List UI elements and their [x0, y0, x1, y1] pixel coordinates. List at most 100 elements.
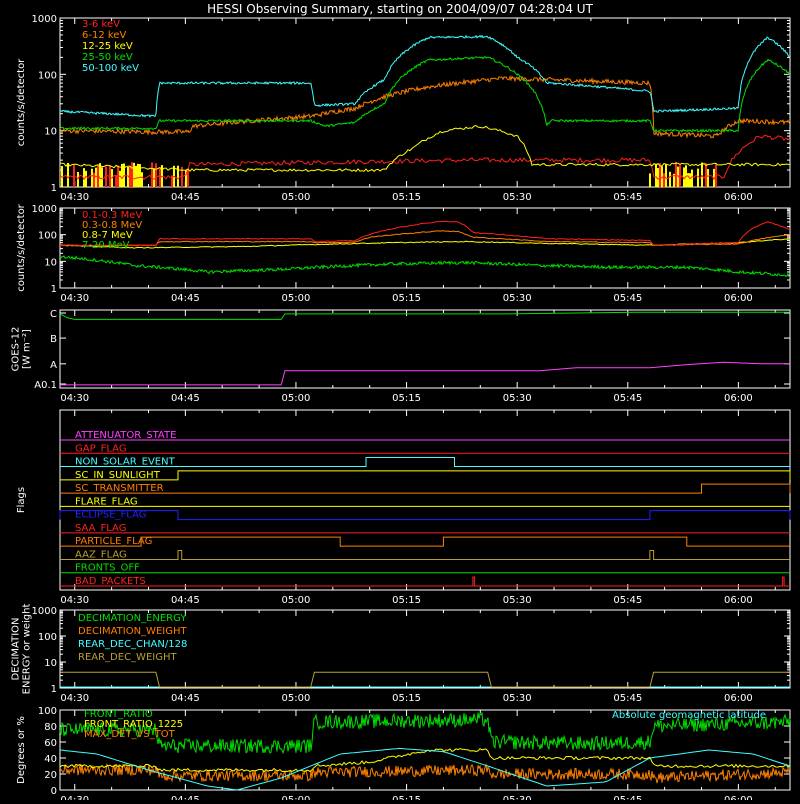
y-axis-5: 1 10 100 1000	[32, 606, 790, 695]
y-tick-label: 20	[44, 770, 57, 781]
x-tick-label: 06:00	[724, 192, 753, 203]
flag-line	[59, 510, 791, 521]
x-tick-label: 06:00	[724, 693, 753, 704]
legend-entry: 6-12 keV	[82, 30, 126, 41]
x-tick-label: 04:45	[171, 693, 200, 704]
y-tick-label: 10	[44, 658, 57, 669]
y-axis-label-4: Flags	[16, 487, 27, 513]
x-tick-label: 05:45	[613, 693, 642, 704]
x-tick-label: 04:30	[60, 393, 89, 404]
y-tick-label: 1	[51, 183, 57, 194]
x-tick-label: 05:00	[282, 595, 311, 606]
series-line-25-50-kev	[59, 55, 791, 133]
y-axis-label-6: Degrees or %	[16, 716, 27, 784]
x-tick-label: 04:45	[171, 595, 200, 606]
y-axis-label-2: counts/s/detector	[16, 203, 27, 291]
flag-label: ECLIPSE_FLAG	[75, 510, 146, 521]
y-tick-label: 1000	[32, 204, 57, 215]
goes-series-line	[60, 361, 790, 386]
flag-label: AAZ_FLAG	[75, 549, 127, 560]
series-line-6-12-kev	[59, 75, 791, 139]
flag-label: GAP_FLAG	[75, 443, 127, 454]
y-tick-label: B	[50, 334, 57, 345]
legend-entry: REAR_DEC_WEIGHT	[78, 652, 177, 663]
flag-line	[60, 576, 790, 587]
y-axis-label-3: GOES-12	[11, 327, 22, 372]
y-tick-label: 100	[38, 706, 57, 717]
flag-line	[60, 457, 790, 468]
x-tick-label: 05:30	[503, 795, 532, 800]
x-tick-label: 05:00	[282, 293, 311, 304]
x-tick-label: 06:00	[724, 595, 753, 606]
y-tick-label: 1	[51, 284, 57, 295]
y-axis-6: 0 20 40 60 80 100	[38, 706, 790, 797]
x-tick-label: 04:30	[60, 693, 89, 704]
y-tick-label: 1000	[32, 606, 57, 617]
x-tick-label: 05:15	[392, 595, 421, 606]
x-tick-label: 05:30	[503, 293, 532, 304]
x-tick-label: 05:15	[392, 795, 421, 800]
panel-frame-2	[59, 207, 791, 289]
flag-label: SC_IN_SUNLIGHT	[75, 470, 161, 481]
series-line-front-ratio-1225	[59, 748, 791, 773]
x-tick-label: 05:30	[503, 393, 532, 404]
y-tick-label: 1000	[32, 14, 57, 25]
x-axis-2: 04:30 04:45 05:00 05:15 05:30 05:45 06:00	[60, 208, 776, 304]
y-tick-label: A0.1	[34, 380, 57, 391]
y-axis-label-3: [W m⁻²]	[22, 329, 33, 369]
goes-series-line	[59, 311, 790, 320]
figure-title: HESSI Observing Summary, starting on 200…	[207, 2, 593, 16]
legend-entry: REAR_DEC_CHAN/128	[78, 639, 187, 650]
y-tick-label: A	[50, 360, 57, 371]
x-tick-label: 05:30	[503, 595, 532, 606]
series-line-12-25-kev	[59, 124, 791, 173]
x-tick-label: 05:15	[392, 693, 421, 704]
legend-5: DECIMATION_ENERGY DECIMATION_WEIGHT REAR_D…	[78, 613, 187, 663]
flag-line	[60, 483, 791, 494]
legend-entry: DECIMATION_WEIGHT	[78, 626, 187, 637]
x-tick-label: 04:45	[171, 293, 200, 304]
x-tick-label: 05:00	[282, 795, 311, 800]
x-tick-label: 05:00	[282, 192, 311, 203]
x-tick-label: 04:30	[60, 293, 89, 304]
y-axis-label-1: counts/s/detector	[16, 58, 27, 146]
x-tick-label: 05:30	[503, 693, 532, 704]
x-axis-1: 04:30 04:45 05:00 05:15 05:30 05:45 06:00	[60, 18, 776, 203]
flag-label: SC_TRANSMITTER	[75, 483, 164, 494]
y-tick-label: 60	[44, 738, 57, 749]
panel-frame-3	[59, 309, 791, 389]
x-tick-label: 05:15	[392, 393, 421, 404]
x-tick-label: 05:45	[613, 293, 642, 304]
series-line-3-6-kev	[59, 134, 791, 181]
x-tick-label: 06:00	[724, 393, 753, 404]
x-tick-label: 05:00	[282, 693, 311, 704]
flag-line	[60, 549, 790, 560]
x-tick-label: 05:45	[613, 192, 642, 203]
x-tick-label: 05:30	[503, 192, 532, 203]
y-tick-label: 100	[38, 632, 57, 643]
series-line-geomagnetic-latitude	[59, 747, 791, 791]
y-axis-label-5: DECIMATION	[11, 617, 22, 680]
legend-entry: 12-25 keV	[82, 41, 133, 52]
y-tick-label: 100	[38, 70, 57, 81]
x-tick-label: 05:45	[613, 795, 642, 800]
series-line-7-20-mev	[59, 255, 791, 278]
series-line-front-ratio	[59, 711, 791, 755]
legend-entry: 0.1-0.3 MeV	[82, 210, 142, 221]
annotation-geomagnetic-latitude: Absolute geomagnetic latitude	[612, 710, 766, 721]
x-tick-label: 04:45	[171, 393, 200, 404]
y-tick-label: C	[50, 309, 57, 320]
flag-label: FRONTS_OFF	[75, 563, 140, 574]
flag-line	[60, 470, 791, 481]
legend-entry: 0.8-7 MeV	[82, 230, 133, 241]
x-tick-label: 05:45	[613, 595, 642, 606]
x-tick-label: 05:15	[392, 192, 421, 203]
y-axis-3: A0.1 A B C	[34, 309, 790, 391]
legend-entry: 7-20 MeV	[82, 240, 130, 251]
x-tick-label: 04:45	[171, 795, 200, 800]
x-tick-label: 04:30	[60, 192, 89, 203]
y-axis-2: 1 10 100 1000	[32, 204, 790, 295]
